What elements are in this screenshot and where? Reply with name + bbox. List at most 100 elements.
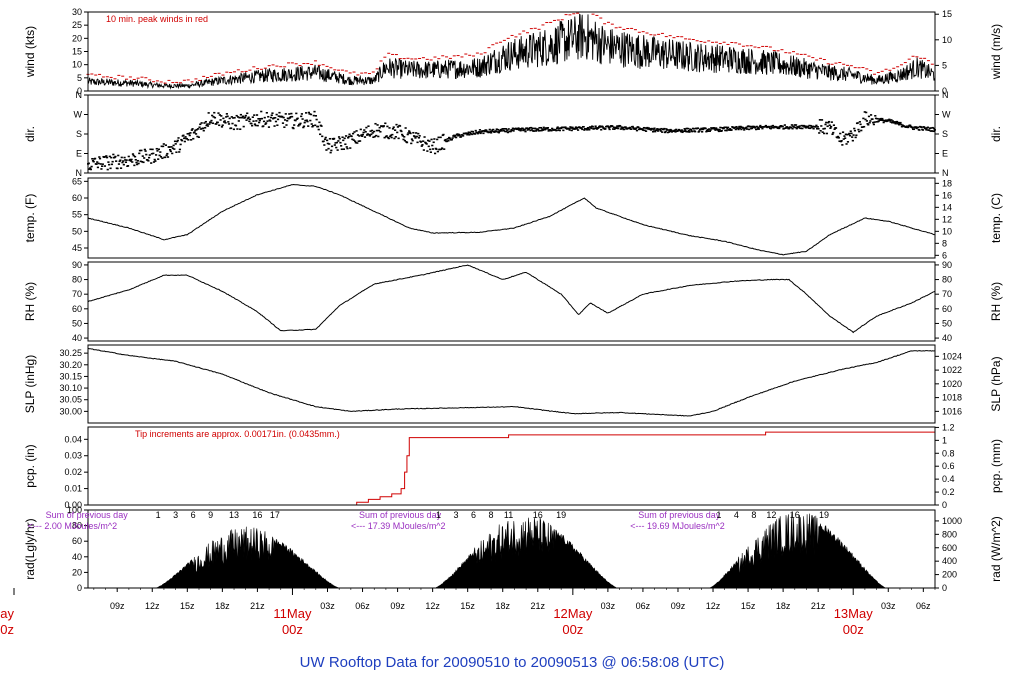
- dir-point: [206, 123, 208, 125]
- dir-point: [130, 159, 132, 161]
- pcp-left-tick-label: 0.04: [64, 434, 82, 444]
- rad-hour-mark: 8: [489, 510, 494, 520]
- dir-point: [376, 124, 378, 126]
- dir-point: [421, 144, 423, 146]
- dir-point: [135, 162, 137, 164]
- rh-right-tick-label: 50: [942, 318, 952, 328]
- slp-right-tick-label: 1024: [942, 351, 962, 361]
- rh-right-tick-label: 70: [942, 289, 952, 299]
- dir-point: [293, 124, 295, 126]
- dir-point: [266, 112, 268, 114]
- dir-point: [250, 123, 252, 125]
- dir-point: [170, 151, 172, 153]
- dir-point: [417, 133, 419, 135]
- rad-hour-mark: 16: [790, 510, 800, 520]
- dir-point: [412, 132, 414, 134]
- dir-point: [335, 147, 337, 149]
- dir-point: [202, 127, 204, 129]
- dir-point: [867, 124, 869, 126]
- wind-ylabel-right: wind (m/s): [989, 24, 1003, 80]
- dir-point: [630, 128, 632, 130]
- dir-point: [278, 112, 280, 114]
- dir-point: [772, 125, 774, 127]
- dir-point: [361, 135, 363, 137]
- rad-day-area: [435, 518, 617, 588]
- dir-point: [292, 128, 294, 130]
- dir-point: [581, 129, 583, 131]
- dir-point: [718, 131, 720, 133]
- dir-point: [849, 135, 851, 137]
- dir-point: [405, 127, 407, 129]
- rad-right-tick-label: 1000: [942, 516, 962, 526]
- dir-point: [727, 127, 729, 129]
- dir-point: [687, 128, 689, 130]
- dir-point: [850, 133, 852, 135]
- dir-point: [336, 142, 338, 144]
- dir-point: [91, 158, 93, 160]
- pcp-right-tick-label: 0.6: [942, 461, 955, 471]
- dir-point: [221, 126, 223, 128]
- dir-point: [665, 131, 667, 133]
- dir-point: [818, 132, 820, 134]
- temp-right-tick-label: 18: [942, 178, 952, 188]
- dir-point: [201, 122, 203, 124]
- dir-point: [426, 143, 428, 145]
- dir-point: [845, 143, 847, 145]
- slp-right-tick-label: 1018: [942, 393, 962, 403]
- dir-point: [276, 114, 278, 116]
- dir-point: [236, 128, 238, 130]
- dir-point: [152, 153, 154, 155]
- dir-point: [823, 133, 825, 135]
- dir-point: [859, 124, 861, 126]
- dir-point: [412, 140, 414, 142]
- dir-point: [318, 129, 320, 131]
- dir-point: [472, 131, 474, 133]
- dir-point: [426, 150, 428, 152]
- dir-point: [817, 128, 819, 130]
- dir-point: [842, 131, 844, 133]
- rad-sum-line2: <--- 17.39 MJoules/m^2: [351, 521, 446, 531]
- dir-frame: [88, 95, 935, 173]
- dir-point: [479, 129, 481, 131]
- dir-point: [90, 169, 92, 171]
- dir-point: [163, 143, 165, 145]
- dir-point: [838, 137, 840, 139]
- dir-point: [719, 127, 721, 129]
- day-label-date: 11May: [273, 606, 312, 621]
- dir-point: [304, 122, 306, 124]
- dir-point: [285, 124, 287, 126]
- dir-point: [497, 129, 499, 131]
- temp-right-tick-label: 10: [942, 226, 952, 236]
- dir-point: [243, 126, 245, 128]
- dir-point: [109, 168, 111, 170]
- dir-point: [167, 156, 169, 158]
- dir-point: [918, 129, 920, 131]
- dir-point: [148, 157, 150, 159]
- dir-point: [317, 126, 319, 128]
- pcp-left-tick-label: 0.03: [64, 451, 82, 461]
- dir-point: [850, 130, 852, 132]
- dir-point: [149, 148, 151, 150]
- dir-point: [391, 134, 393, 136]
- dir-right-tick-label: W: [942, 110, 951, 120]
- wind-right-tick-label: 5: [942, 60, 947, 70]
- dir-point: [824, 124, 826, 126]
- dir-point: [239, 128, 241, 130]
- dir-point: [436, 139, 438, 141]
- temp-right-tick-label: 16: [942, 190, 952, 200]
- dir-point: [364, 136, 366, 138]
- dir-point: [170, 146, 172, 148]
- rad-hour-mark: 6: [191, 510, 196, 520]
- rh-right-tick-label: 90: [942, 260, 952, 270]
- dir-point: [373, 131, 375, 133]
- dir-point: [819, 119, 821, 121]
- dir-point: [143, 157, 145, 159]
- dir-point: [839, 133, 841, 135]
- dir-point: [105, 155, 107, 157]
- dir-point: [340, 145, 342, 147]
- rad-right-tick-label: 400: [942, 556, 957, 566]
- dir-point: [604, 128, 606, 130]
- dir-point: [327, 148, 329, 150]
- dir-point: [392, 128, 394, 130]
- rad-sum-line2: <--- 19.69 MJoules/m^2: [630, 521, 725, 531]
